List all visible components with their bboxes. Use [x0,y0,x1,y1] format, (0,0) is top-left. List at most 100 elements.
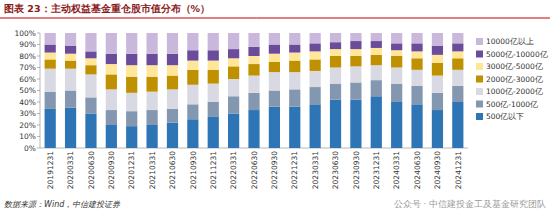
bar-segment [228,96,239,113]
bar-segment [330,49,341,56]
bar-segment [371,33,382,41]
bar-segment [126,65,137,77]
bar-segment [452,70,463,86]
y-tick [37,102,40,103]
bar-segment [228,79,239,96]
bar-segment [208,33,219,50]
x-tick-label: 20231231 [372,151,381,189]
bar-segment [106,125,117,148]
title: 图表 23：主动权益基金重仓股市值分布（%） [4,3,210,14]
bar-segment [411,104,422,148]
bar-segment [126,126,137,148]
x-tick-label: 20220930 [270,151,279,189]
bar-segment [146,65,157,77]
bar-segment [45,45,56,53]
x-tick-label: 20211231 [209,151,218,189]
bar-segment [289,45,300,53]
bar-segment [310,51,321,59]
bar-segment [269,45,280,54]
bar-segment [330,33,341,42]
bar-segment [85,74,96,97]
y-tick-label: 40% [19,98,36,107]
x-tick-label: 20220630 [250,151,259,189]
bar-segment [391,68,402,84]
bar-segment [228,49,239,58]
bar-segment [126,77,137,93]
bar-segment [228,58,239,66]
y-tick [37,113,40,114]
x-tick-label: 20230331 [311,151,320,189]
bar-segment [65,33,76,46]
bar-segment [85,33,96,51]
bar-segment [371,96,382,148]
x-tick-label: 20241231 [454,151,463,189]
bar-segment [350,82,361,99]
bar-segment [208,102,219,117]
bar-segment [106,33,117,54]
bar-segment [411,70,422,86]
bar-segment [208,50,219,60]
bar-segment [167,76,178,90]
bar-segment [310,43,321,51]
legend-swatch [476,76,483,83]
x-tick-label: 20230630 [331,151,340,189]
source: 数据来源：Wind，中信建投证券 [4,200,121,209]
y-tick [37,44,40,45]
bar-segment [391,84,402,102]
bar-segment [45,69,56,92]
bar-segment [432,63,443,76]
bar-segment [269,72,280,90]
bar-segment [432,33,443,46]
bar-segment [269,33,280,45]
x-tick-label: 20200930 [107,151,116,189]
bar-segment [248,64,259,76]
bar-segment [65,91,76,108]
bar-segment [167,123,178,148]
bar-segment [187,70,198,85]
legend-label: 2000亿-3000亿 [486,75,543,84]
bar-segment [146,33,157,54]
bar-segment [391,50,402,56]
bar-segment [371,65,382,80]
bar-segment [65,46,76,54]
legend-label: 3000亿-5000亿 [486,62,543,71]
bar-segment [228,114,239,149]
bar-segment [106,89,117,110]
bar-segment [411,51,422,58]
legend: 10000亿以上5000亿-10000亿3000亿-5000亿2000亿-300… [476,37,548,121]
watermark: 公众号 · 中信建投金工及基金研究团队 [394,199,546,209]
bar-segment [269,54,280,62]
y-tick-label: 80% [19,52,36,61]
bar-segment [187,33,198,50]
bar-segment [310,87,321,104]
y-tick-label: 100% [15,29,36,38]
bar-segment [106,54,117,64]
bar-segment [350,66,361,82]
y-axis: 0%10%20%30%40%50%60%70%80%90%100% [15,29,468,153]
x-axis: 2019123120200331202006302020093020201231… [46,151,463,189]
y-tick-label: 50% [19,86,36,95]
y-tick-label: 70% [19,63,36,72]
x-tick-label: 20200331 [66,151,75,189]
bar-segment [452,43,463,51]
bar-segment [391,33,402,43]
bars [45,33,464,148]
chart: 图表 23：主动权益基金重仓股市值分布（%）0%10%20%30%40%50%6… [0,0,550,213]
bar-segment [432,110,443,148]
bar-segment [45,92,56,109]
bar-segment [167,33,178,54]
x-tick-label: 20230930 [352,151,361,189]
y-tick-label: 0% [24,144,36,153]
bar-segment [167,89,178,109]
bar-segment [391,56,402,68]
y-tick [37,90,40,91]
x-tick-label: 20210331 [148,151,157,189]
bar-segment [106,110,117,125]
bar-segment [126,93,137,111]
x-tick-label: 20201231 [127,151,136,189]
bar-segment [432,55,443,63]
y-tick [37,125,40,126]
bar-segment [248,47,259,56]
bar-segment [146,110,157,125]
bar-segment [330,56,341,68]
